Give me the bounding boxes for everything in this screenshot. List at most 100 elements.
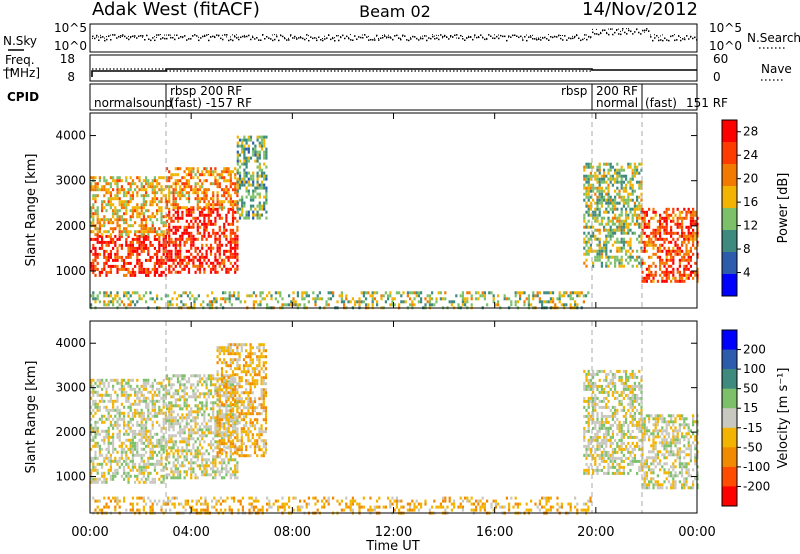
echo-cell — [118, 209, 121, 213]
echo-cell — [112, 471, 115, 475]
echo-cell — [661, 261, 664, 265]
echo-cell — [190, 374, 193, 378]
echo-cell — [234, 413, 237, 417]
echo-cell — [216, 355, 219, 359]
echo-cell — [514, 291, 517, 295]
echo-cell — [687, 207, 690, 211]
echo-cell — [371, 294, 374, 298]
echo-cell — [216, 410, 219, 414]
echo-cell — [466, 291, 469, 295]
echo-cell — [162, 417, 165, 421]
echo-cell — [203, 188, 206, 192]
echo-cell — [176, 255, 180, 259]
echo-cell — [96, 432, 99, 436]
echo-cell — [532, 297, 535, 301]
echo-cell — [260, 183, 264, 187]
echo-cell — [231, 246, 235, 250]
echo-cell — [134, 453, 137, 457]
echo-cell — [263, 162, 266, 166]
echo-cell — [192, 419, 195, 423]
echo-cell — [223, 449, 226, 453]
echo-cell — [249, 183, 253, 187]
echo-cell — [190, 431, 193, 435]
echo-cell — [151, 267, 154, 271]
echo-cell — [136, 176, 139, 180]
echo-cell — [191, 294, 194, 298]
echo-cell — [189, 291, 192, 295]
echo-cell — [134, 402, 137, 406]
echo-cell — [187, 200, 191, 204]
noise-point — [618, 33, 620, 35]
echo-cell — [678, 279, 681, 283]
echo-cell — [145, 237, 148, 241]
echo-cell — [138, 438, 141, 442]
noise-point — [498, 34, 499, 36]
echo-cell — [627, 201, 630, 205]
echo-cell — [307, 294, 310, 298]
echo-cell — [170, 425, 173, 429]
echo-cell — [179, 422, 182, 426]
echo-cell — [194, 185, 197, 189]
echo-cell — [618, 228, 621, 232]
echo-cell — [220, 452, 224, 456]
echo-cell — [179, 404, 182, 408]
noise-point — [650, 36, 652, 38]
echo-cell — [172, 188, 175, 192]
echo-cell — [190, 206, 193, 210]
echo-cell — [218, 434, 221, 438]
noise-point — [296, 38, 298, 40]
echo-cell — [196, 407, 199, 411]
echo-cell — [220, 461, 224, 465]
echo-cell — [220, 439, 224, 443]
echo-cell — [683, 258, 686, 262]
echo-cell — [120, 215, 123, 219]
echo-cell — [625, 198, 628, 202]
echo-cell — [96, 218, 99, 222]
echo-cell — [674, 231, 677, 235]
echo-cell — [112, 246, 115, 250]
echo-cell — [640, 198, 643, 202]
echo-cell — [96, 405, 99, 409]
echo-cell — [279, 294, 282, 298]
echo-cell — [674, 276, 677, 280]
echo-cell — [203, 219, 206, 223]
echo-cell — [527, 300, 530, 304]
echo-cell — [203, 206, 206, 210]
echo-cell — [125, 221, 128, 225]
echo-cell — [90, 303, 93, 307]
echo-cell — [633, 258, 636, 262]
echo-cell — [116, 188, 119, 192]
echo-cell — [672, 258, 675, 262]
echo-cell — [168, 440, 171, 444]
echo-cell — [614, 201, 617, 205]
noise-point — [266, 36, 267, 38]
echo-cell — [90, 396, 93, 400]
echo-cell — [190, 452, 193, 456]
echo-cell — [582, 294, 585, 298]
echo-cell — [129, 474, 132, 478]
noise-point — [210, 36, 211, 38]
echo-cell — [176, 249, 180, 253]
noise-point — [298, 37, 300, 39]
noise-point — [364, 34, 365, 35]
echo-cell — [212, 228, 215, 232]
echo-cell — [183, 176, 186, 180]
echo-cell — [237, 294, 240, 298]
echo-cell — [118, 203, 121, 207]
echo-cell — [252, 213, 255, 217]
echo-cell — [94, 200, 97, 204]
echo-cell — [98, 252, 101, 256]
echo-cell — [670, 213, 673, 217]
echo-cell — [187, 443, 191, 447]
echo-cell — [185, 240, 188, 244]
echo-cell — [220, 394, 224, 398]
noise-point — [196, 35, 197, 37]
noise-point — [390, 37, 392, 39]
echo-cell — [205, 377, 208, 381]
echo-cell — [185, 437, 188, 441]
echo-cell — [103, 405, 106, 409]
echo-cell — [236, 255, 239, 259]
echo-cell — [145, 450, 148, 454]
echo-cell — [103, 188, 106, 192]
echo-cell — [170, 270, 173, 274]
